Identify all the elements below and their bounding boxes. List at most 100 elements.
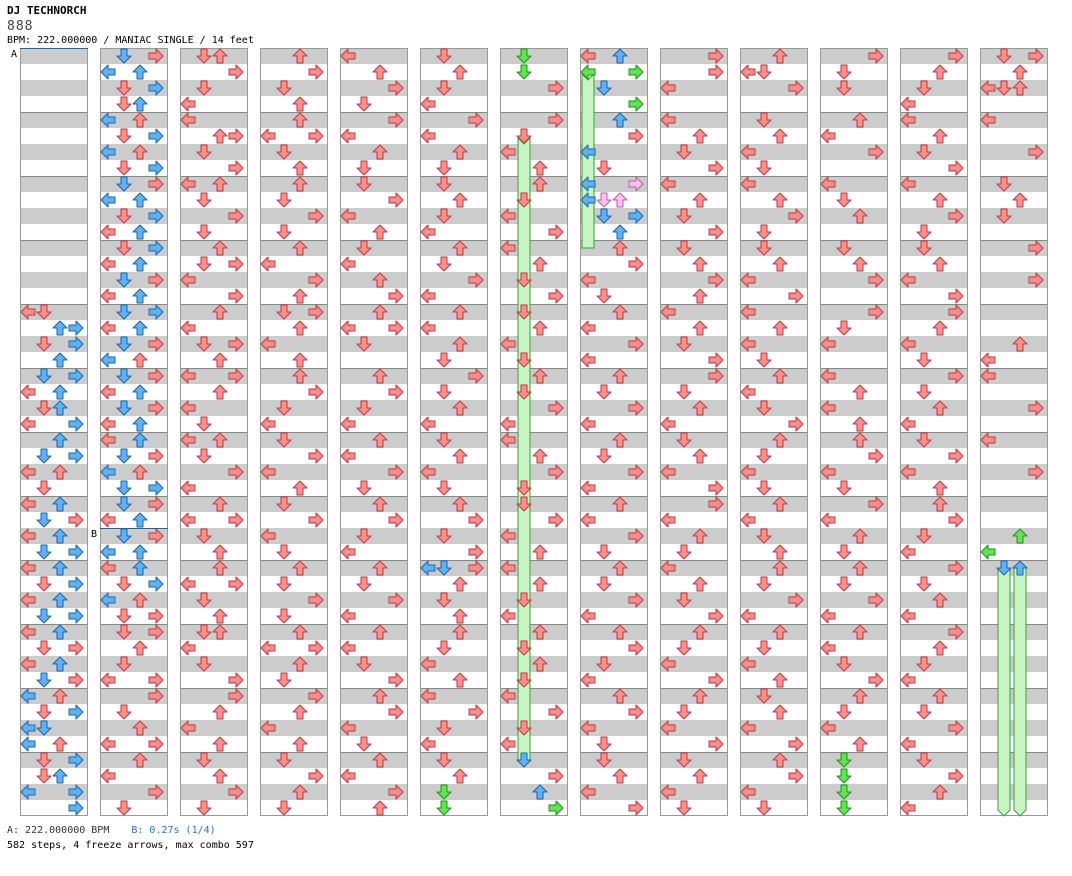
column-border <box>180 48 248 816</box>
arrow-left-icon <box>340 320 356 336</box>
arrow-up-icon <box>132 96 148 112</box>
arrow-right-icon <box>68 784 84 800</box>
arrow-up-icon <box>212 704 228 720</box>
arrow-up-icon <box>132 592 148 608</box>
arrow-down-icon <box>356 656 372 672</box>
arrow-down-icon <box>516 272 532 288</box>
arrow-right-icon <box>708 272 724 288</box>
arrow-left-icon <box>980 112 996 128</box>
beat-stripe <box>580 144 648 160</box>
arrow-left-icon <box>20 304 36 320</box>
arrow-down-icon <box>436 256 452 272</box>
arrow-right-icon <box>388 704 404 720</box>
arrow-right-icon <box>228 672 244 688</box>
beat-stripe <box>260 688 328 704</box>
arrow-right-icon <box>148 608 164 624</box>
arrow-up-icon <box>212 352 228 368</box>
beat-stripe <box>500 400 568 416</box>
beat-stripe <box>740 208 808 224</box>
beat-stripe <box>740 464 808 480</box>
beat-stripe <box>420 48 488 64</box>
arrow-left-icon <box>580 48 596 64</box>
arrow-up-icon <box>292 560 308 576</box>
arrow-up-icon <box>612 560 628 576</box>
beat-stripe <box>260 400 328 416</box>
arrow-up-icon <box>292 320 308 336</box>
arrow-up-icon <box>212 768 228 784</box>
arrow-up-icon <box>932 128 948 144</box>
beat-stripe <box>900 560 968 576</box>
beat-stripe <box>180 592 248 608</box>
beat-stripe <box>100 528 168 544</box>
arrow-left-icon <box>500 688 516 704</box>
arrow-up-icon <box>52 384 68 400</box>
arrow-left-icon <box>20 496 36 512</box>
arrow-down-icon <box>116 160 132 176</box>
beat-stripe <box>260 464 328 480</box>
arrow-left-icon <box>500 240 516 256</box>
arrow-right-icon <box>628 96 644 112</box>
arrow-left-icon <box>180 640 196 656</box>
arrow-right-icon <box>388 192 404 208</box>
arrow-down-icon <box>116 80 132 96</box>
beat-stripe <box>660 240 728 256</box>
arrow-down-icon <box>116 576 132 592</box>
arrow-down-icon <box>356 336 372 352</box>
arrow-down-icon <box>516 592 532 608</box>
beat-stripe <box>20 144 88 160</box>
arrow-left-icon <box>260 416 276 432</box>
arrow-up-icon <box>612 192 628 208</box>
arrow-left-icon <box>900 608 916 624</box>
column-border <box>660 48 728 816</box>
beat-stripe <box>740 144 808 160</box>
arrow-up-icon <box>1012 560 1028 576</box>
arrow-right-icon <box>788 288 804 304</box>
arrow-left-icon <box>180 576 196 592</box>
beat-stripe <box>260 496 328 512</box>
arrow-left-icon <box>580 272 596 288</box>
chart-column <box>20 48 88 816</box>
arrow-left-icon <box>900 736 916 752</box>
beat-stripe <box>500 80 568 96</box>
arrow-down-icon <box>36 448 52 464</box>
beat-stripe <box>740 240 808 256</box>
song-subtitle: 888 <box>7 19 34 34</box>
arrow-right-icon <box>948 448 964 464</box>
column-border <box>500 48 568 816</box>
arrow-left-icon <box>900 336 916 352</box>
arrow-right-icon <box>68 576 84 592</box>
arrow-down-icon <box>436 80 452 96</box>
arrow-right-icon <box>788 592 804 608</box>
arrow-right-icon <box>468 272 484 288</box>
arrow-right-icon <box>228 784 244 800</box>
beat-stripe <box>980 48 1048 64</box>
beat-stripe <box>100 656 168 672</box>
arrow-right-icon <box>868 304 884 320</box>
arrow-up-icon <box>612 624 628 640</box>
beat-stripe <box>180 400 248 416</box>
beat-stripe <box>20 240 88 256</box>
arrow-up-icon <box>372 304 388 320</box>
arrow-right-icon <box>388 320 404 336</box>
arrow-up-icon <box>52 592 68 608</box>
arrow-right-icon <box>468 560 484 576</box>
arrow-right-icon <box>388 384 404 400</box>
beat-stripe <box>900 208 968 224</box>
beat-stripe <box>180 752 248 768</box>
arrow-down-icon <box>756 400 772 416</box>
arrow-left-icon <box>420 288 436 304</box>
arrow-up-icon <box>932 400 948 416</box>
arrow-up-icon <box>452 336 468 352</box>
beat-stripe <box>980 464 1048 480</box>
arrow-left-icon <box>180 272 196 288</box>
arrow-down-icon <box>596 208 612 224</box>
arrow-right-icon <box>948 560 964 576</box>
arrow-left-icon <box>100 464 116 480</box>
arrow-right-icon <box>148 480 164 496</box>
arrow-right-icon <box>548 288 564 304</box>
chart-column <box>420 48 488 816</box>
beat-stripe <box>820 784 888 800</box>
bpm-legend: A: 222.000000 BPM <box>7 825 110 836</box>
beat-stripe <box>20 112 88 128</box>
arrow-down-icon <box>276 800 292 816</box>
